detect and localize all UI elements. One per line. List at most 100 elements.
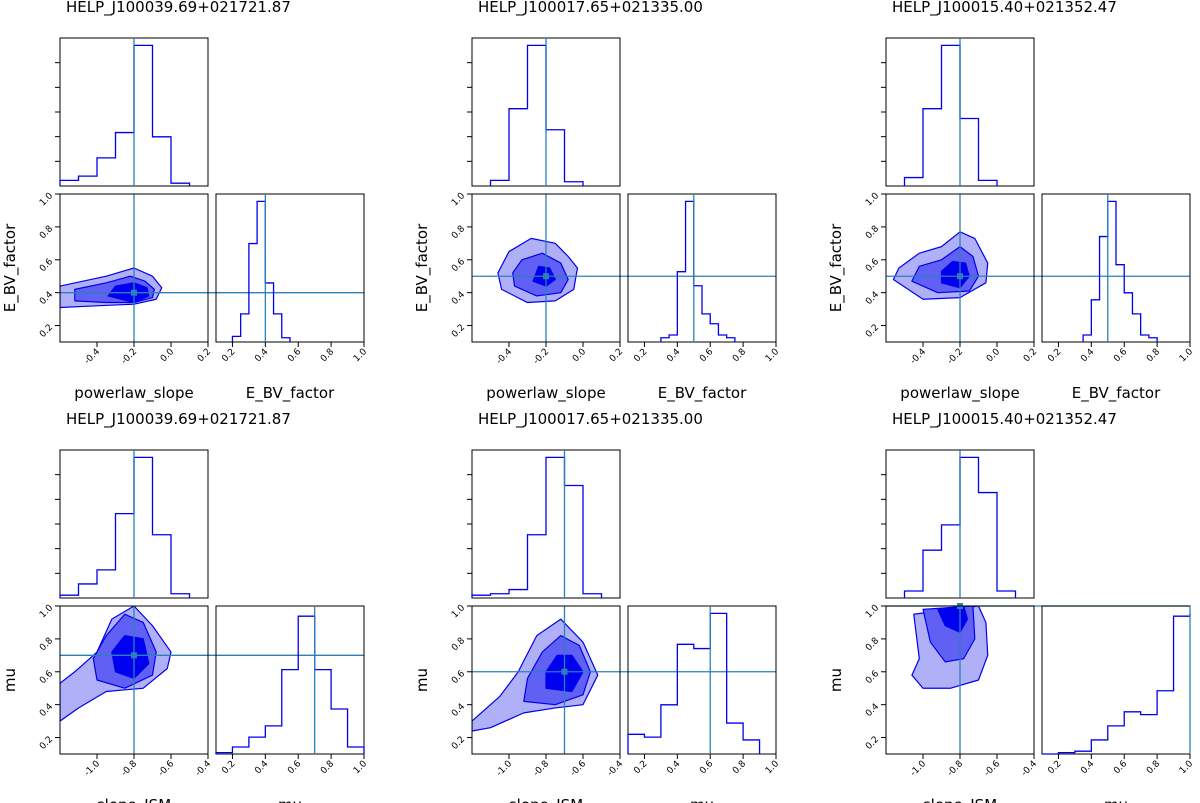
x-tick-label: -0.4 bbox=[194, 759, 214, 779]
x-tick-label: 0.4 bbox=[665, 759, 682, 776]
x-tick-label: 0.2 bbox=[1046, 759, 1063, 776]
x-tick-label: 1.0 bbox=[352, 347, 369, 364]
histogram-powerlaw_slope bbox=[489, 44, 584, 186]
y-axis-label: E_BV_factor bbox=[827, 223, 846, 312]
y-tick-label: 0.4 bbox=[864, 290, 881, 307]
hist-panel-frame bbox=[1041, 193, 1191, 343]
x-tick-label: -1.0 bbox=[495, 759, 515, 779]
x-tick-label: 0.8 bbox=[1145, 347, 1162, 364]
y-tick-label: 1.0 bbox=[450, 191, 467, 208]
x-tick-label: -0.4 bbox=[606, 759, 626, 779]
x-axis-label: mu bbox=[278, 796, 302, 803]
histogram-E_BV_factor bbox=[1082, 200, 1158, 342]
y-tick-label: 0.8 bbox=[864, 224, 881, 241]
x-tick-label: -0.6 bbox=[983, 759, 1003, 779]
y-tick-label: 0.4 bbox=[38, 290, 55, 307]
truth-marker bbox=[561, 668, 568, 675]
x-tick-label: 1.0 bbox=[352, 759, 369, 776]
subplot-title: HELP_J100039.69+021721.87 bbox=[66, 410, 291, 429]
truth-marker bbox=[131, 289, 137, 296]
x-tick-label: 0.2 bbox=[632, 347, 649, 364]
contour-group bbox=[497, 237, 579, 304]
subplot-title: HELP_J100039.69+021721.87 bbox=[66, 0, 291, 17]
hist-panel-frame bbox=[215, 605, 365, 755]
y-tick-label: 0.2 bbox=[38, 323, 55, 340]
hist-panel-frame bbox=[1041, 605, 1191, 755]
subplot-title: HELP_J100017.65+021335.00 bbox=[478, 0, 703, 17]
contour-group bbox=[892, 231, 989, 300]
x-tick-label: 0.2 bbox=[220, 347, 237, 364]
x-tick-label: -0.6 bbox=[569, 759, 589, 779]
y-tick-label: 0.6 bbox=[38, 257, 55, 274]
y-tick-label: 0.8 bbox=[450, 636, 467, 653]
x-axis-label: powerlaw_slope bbox=[900, 384, 1019, 403]
y-tick-label: 0.8 bbox=[450, 224, 467, 241]
x-tick-label: 0.0 bbox=[985, 347, 1002, 364]
histogram-mu bbox=[215, 615, 365, 754]
x-axis-label: slope_ISM bbox=[509, 796, 583, 803]
x-tick-label: 1.0 bbox=[1178, 759, 1195, 776]
x-tick-label: -0.4 bbox=[909, 347, 929, 367]
histogram-slope_ISM bbox=[471, 456, 603, 598]
y-tick-label: 0.6 bbox=[38, 669, 55, 686]
x-tick-label: 0.6 bbox=[286, 347, 303, 364]
x-tick-label: -0.4 bbox=[1020, 759, 1040, 779]
subplot-title: HELP_J100015.40+021352.47 bbox=[892, 410, 1117, 429]
subplot-title: HELP_J100017.65+021335.00 bbox=[478, 410, 703, 429]
x-tick-label: 0.6 bbox=[1112, 347, 1129, 364]
histogram-E_BV_factor bbox=[231, 200, 291, 342]
x-tick-label: 0.2 bbox=[220, 759, 237, 776]
x-tick-label: 0.2 bbox=[608, 347, 625, 364]
x-tick-label: -0.2 bbox=[120, 347, 139, 366]
x-axis-label: mu bbox=[1104, 796, 1128, 803]
y-tick-label: 0.2 bbox=[450, 735, 467, 752]
corner-plot-1: HELP_J100039.69+021721.87 0.2 0.4 0.6 0.8 1.0… bbox=[1, 0, 369, 403]
x-tick-label: 0.0 bbox=[159, 347, 176, 364]
y-tick-label: 1.0 bbox=[38, 603, 55, 620]
x-tick-label: -1.0 bbox=[83, 759, 103, 779]
y-tick-label: 0.2 bbox=[450, 323, 467, 340]
x-tick-label: -0.6 bbox=[157, 759, 177, 779]
x-tick-label: -1.0 bbox=[909, 759, 929, 779]
subplot-title: HELP_J100015.40+021352.47 bbox=[892, 0, 1117, 17]
hist-panel-frame bbox=[627, 193, 777, 343]
y-tick-label: 0.2 bbox=[864, 323, 881, 340]
y-tick-label: 0.4 bbox=[450, 702, 467, 719]
x-tick-label: -0.8 bbox=[120, 759, 140, 779]
truth-marker bbox=[131, 652, 137, 659]
x-tick-label: 0.8 bbox=[1145, 759, 1162, 776]
x-tick-label: -0.2 bbox=[946, 347, 965, 366]
y-tick-label: 0.6 bbox=[864, 257, 881, 274]
hist-panel-frame bbox=[215, 193, 365, 343]
contour-group bbox=[60, 606, 172, 722]
y-tick-label: 1.0 bbox=[864, 603, 881, 620]
y-axis-label: E_BV_factor bbox=[413, 223, 432, 312]
contour-group bbox=[472, 618, 599, 732]
x-tick-label: 0.8 bbox=[319, 347, 336, 364]
x-axis-label: E_BV_factor bbox=[1072, 384, 1161, 403]
corner-plot-5: HELP_J100017.65+021335.00 0.2 0.4 0.6 0.8 1.0… bbox=[413, 410, 781, 803]
histogram-mu bbox=[627, 612, 761, 754]
x-axis-label: powerlaw_slope bbox=[74, 384, 193, 403]
x-tick-label: -0.8 bbox=[946, 759, 966, 779]
x-tick-label: 0.6 bbox=[698, 759, 715, 776]
x-tick-label: 1.0 bbox=[1178, 347, 1195, 364]
x-tick-label: 1.0 bbox=[764, 347, 781, 364]
x-tick-label: 0.2 bbox=[1022, 347, 1039, 364]
x-axis-label: powerlaw_slope bbox=[486, 384, 605, 403]
truth-marker bbox=[543, 273, 549, 280]
x-tick-label: 0.4 bbox=[1079, 759, 1096, 776]
x-tick-label: 0.4 bbox=[253, 759, 270, 776]
x-tick-label: 0.2 bbox=[632, 759, 649, 776]
y-tick-label: 0.4 bbox=[864, 702, 881, 719]
contour-group bbox=[911, 606, 989, 689]
y-tick-label: 1.0 bbox=[864, 191, 881, 208]
x-tick-label: 0.4 bbox=[253, 347, 270, 364]
y-tick-label: 0.8 bbox=[864, 636, 881, 653]
x-tick-label: 0.6 bbox=[1112, 759, 1129, 776]
x-tick-label: 0.4 bbox=[1079, 347, 1096, 364]
x-tick-label: 1.0 bbox=[764, 759, 781, 776]
histogram-slope_ISM bbox=[59, 456, 191, 598]
x-tick-label: 0.2 bbox=[196, 347, 213, 364]
